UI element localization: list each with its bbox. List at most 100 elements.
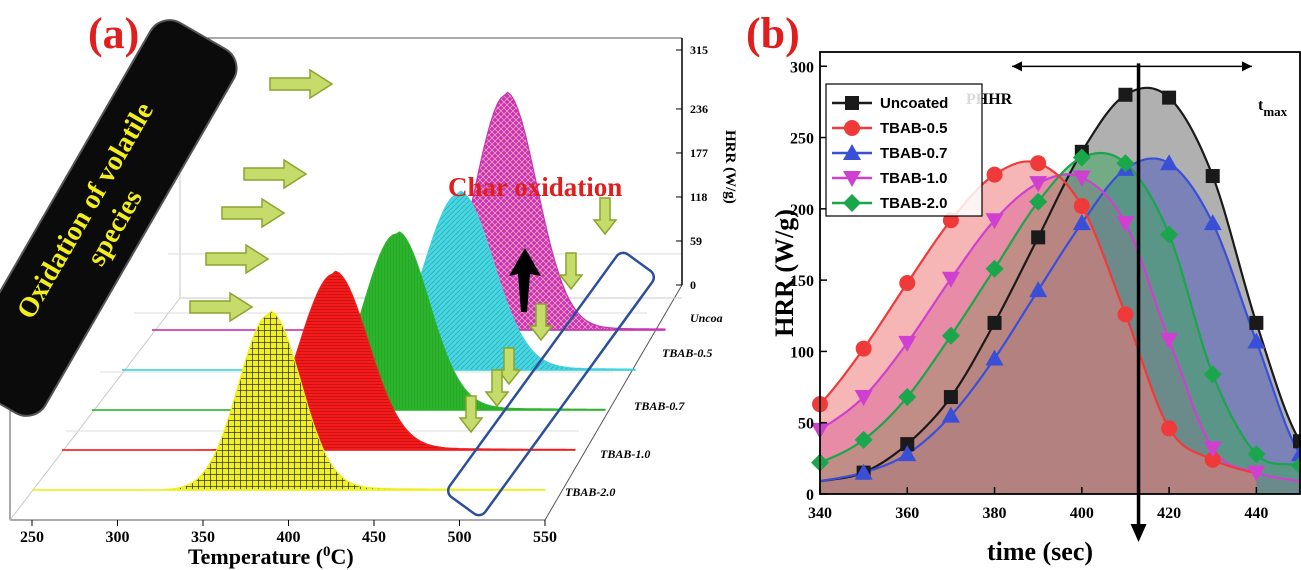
marker-tbab-0.7 — [854, 463, 873, 480]
marker-tbab-1.0 — [941, 271, 960, 288]
marker-tbab-2.0 — [1029, 192, 1048, 211]
z-tick-label: 315 — [690, 43, 708, 57]
x-tick-label: 300 — [106, 529, 130, 546]
marker-tbab-0.7 — [1160, 154, 1179, 171]
y-tick-label: 100 — [790, 344, 814, 361]
y-tick-label: 200 — [790, 202, 814, 219]
char-arrows — [458, 197, 618, 434]
y-tick-label: 250 — [790, 131, 814, 148]
legend-label: Uncoated — [880, 95, 948, 112]
down-arrow-icon — [592, 197, 618, 236]
right-arrow-icon — [243, 158, 308, 190]
marker-tbab-2.0 — [898, 388, 917, 407]
legend-marker-tbab-2.0 — [843, 194, 861, 212]
x-tick-label: 420 — [1157, 505, 1181, 522]
marker-tbab-0.5 — [986, 166, 1003, 183]
marker-tbab-2.0 — [854, 430, 873, 449]
marker-tbab-0.7 — [1247, 332, 1266, 349]
down-arrow-icon — [458, 395, 484, 434]
panel-b-chart: (b) 340 360 380 400 420 440 0 50 100 150 200 250 30… — [746, 9, 1301, 566]
legend-label: TBAB-0.7 — [880, 145, 948, 162]
down-arrow-icon — [528, 303, 554, 342]
x-tick-label: 360 — [895, 505, 919, 522]
marker-tbab-0.5 — [1030, 155, 1047, 172]
marker-tbab-0.7 — [1291, 445, 1301, 462]
down-arrow-icon — [484, 369, 510, 408]
x-tick-label: 350 — [191, 529, 215, 546]
volatile-arrows — [189, 68, 334, 323]
area-tbab-0.5 — [820, 161, 1257, 494]
panel-b-label: (b) — [746, 9, 800, 58]
right-arrow-icon — [221, 197, 286, 229]
down-arrow-icon — [558, 252, 584, 291]
marker-uncoated — [987, 315, 1002, 330]
legend-marker-tbab-1.0 — [843, 171, 861, 187]
marker-tbab-1.0 — [854, 390, 873, 407]
marker-tbab-0.5 — [1161, 420, 1178, 437]
panel-a-label: (a) — [88, 9, 139, 58]
marker-tbab-0.5 — [1073, 197, 1090, 214]
y-tick-label: 300 — [790, 59, 814, 76]
volatile-oxidation-box: Oxidation of volatile species — [0, 19, 238, 417]
series-label-tbab-0.5: TBAB-0.5 — [662, 346, 712, 360]
legend-marker-tbab-0.5 — [844, 120, 860, 136]
marker-tbab-0.7 — [1203, 214, 1222, 231]
legend-marker-uncoated — [845, 96, 859, 110]
x-tick-label: 400 — [1070, 505, 1094, 522]
marker-tbab-1.0 — [1116, 216, 1135, 233]
marker-tbab-0.5 — [1117, 306, 1134, 323]
marker-uncoated — [1293, 434, 1301, 449]
panel-a-z-ticks: 0 59 118 177 236 315 — [676, 38, 708, 292]
x-tick-label: 440 — [1244, 505, 1268, 522]
panel-b-markers — [811, 87, 1301, 482]
marker-tbab-2.0 — [1203, 365, 1222, 384]
marker-tbab-0.7 — [941, 406, 960, 423]
panel-b-x-ticks: 340 360 380 400 420 440 — [808, 487, 1268, 522]
marker-uncoated — [1249, 315, 1264, 330]
marker-tbab-0.5 — [855, 340, 872, 357]
panel-b-y-axis-label: HRR (W/g) — [770, 209, 799, 337]
z-tick-label: 59 — [690, 234, 702, 248]
marker-tbab-0.5 — [1204, 451, 1221, 468]
marker-tbab-0.5 — [899, 274, 916, 291]
z-tick-label: 236 — [690, 102, 708, 116]
y-tick-label: 0 — [806, 487, 814, 504]
marker-uncoated — [1118, 87, 1133, 102]
series-label-tbab-0.7: TBAB-0.7 — [634, 399, 685, 413]
marker-tbab-1.0 — [1203, 441, 1222, 458]
right-arrow-icon — [269, 68, 334, 100]
marker-tbab-1.0 — [1029, 176, 1048, 193]
x-tick-label: 500 — [448, 529, 472, 546]
x-tick-label: 550 — [533, 529, 557, 546]
x-tick-label: 250 — [20, 529, 44, 546]
z-tick-label: 177 — [690, 146, 708, 160]
x-tick-label: 400 — [277, 529, 301, 546]
marker-uncoated — [1162, 90, 1177, 105]
marker-tbab-2.0 — [1072, 148, 1091, 167]
down-arrow-icon — [496, 347, 522, 386]
marker-tbab-0.7 — [1029, 281, 1048, 298]
marker-uncoated — [1031, 230, 1046, 245]
x-tick-label: 340 — [808, 505, 832, 522]
x-tick-label: 450 — [362, 529, 386, 546]
tmax-label: tmax — [1258, 97, 1288, 119]
z-tick-label: 118 — [690, 190, 707, 204]
panel-b-areas — [820, 87, 1300, 494]
panel-b-y-ticks: 0 50 100 150 200 250 300 — [790, 59, 827, 504]
x-tick-label: 380 — [983, 505, 1007, 522]
char-oxidation-text: Char oxidation — [448, 172, 622, 202]
right-arrow-icon — [189, 291, 254, 323]
marker-uncoated — [900, 437, 915, 452]
right-arrow-icon — [205, 243, 270, 275]
char-oxidation-highlight-box — [446, 251, 656, 517]
marker-tbab-1.0 — [1160, 333, 1179, 350]
z-tick-label: 0 — [690, 278, 696, 292]
marker-uncoated — [1205, 169, 1220, 184]
up-arrow-icon — [509, 248, 541, 312]
marker-tbab-1.0 — [1072, 170, 1091, 187]
marker-tbab-2.0 — [985, 259, 1004, 278]
y-tick-label: 50 — [798, 416, 814, 433]
marker-tbab-0.7 — [1072, 214, 1091, 231]
panel-a-x-axis-label: Temperature (0C) — [188, 544, 354, 569]
y-tick-label: 150 — [790, 273, 814, 290]
